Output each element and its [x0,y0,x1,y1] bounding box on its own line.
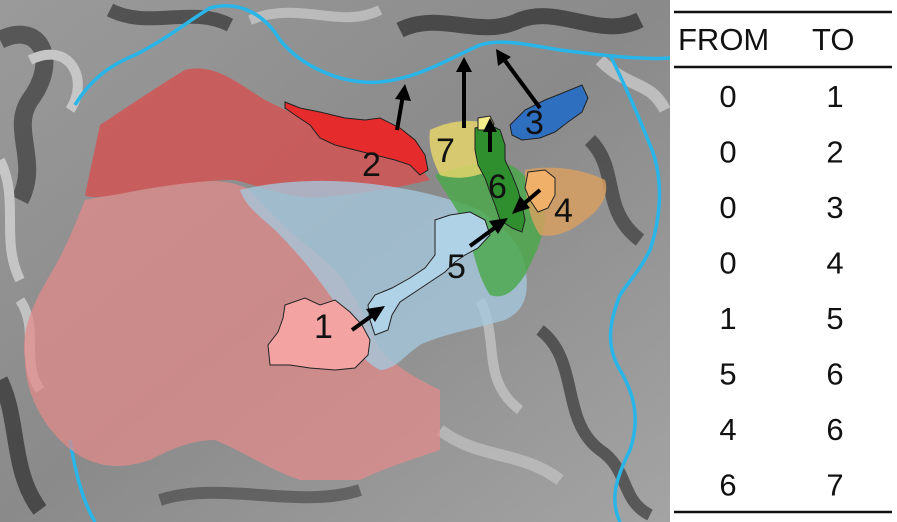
table-cell-to: 7 [826,468,843,503]
region-map: 1 2 3 4 5 6 7 [0,0,670,522]
region-label-5: 5 [447,248,466,286]
table-cell-to: 1 [826,79,843,114]
table-cell-from: 5 [719,357,736,392]
region-label-4: 4 [554,192,573,230]
table-body: 0 1 0 2 0 3 0 4 1 5 5 6 4 6 6 7 [719,79,843,503]
arrow-0-to-3 [501,56,542,110]
region-1 [267,297,371,371]
region-6 [474,124,526,233]
arrows [350,49,542,332]
arrow-0-to-2-head [395,84,411,101]
header-to: TO [812,22,855,57]
region-label-7: 7 [436,132,455,170]
region-label-3: 3 [525,104,544,142]
arrow-0-to-2 [395,94,405,131]
arrow-5-to-6-head [489,218,508,234]
arrow-0-to-6-head [483,118,497,132]
table-cell-from: 0 [719,79,736,114]
arrow-4-to-6-head [512,196,530,214]
table-cell-to: 2 [826,135,843,170]
table-cell-from: 4 [719,412,736,447]
table-cell-from: 6 [719,468,736,503]
header-from: FROM [678,22,769,57]
table-cell-to: 5 [826,301,843,336]
boundary-line-top [73,4,670,106]
arrow-6-to-7-head [456,57,472,72]
region-2 [284,101,429,176]
table-cell-from: 0 [719,190,736,225]
region-red-upper [85,68,430,198]
arrow-1-to-5-head [366,306,385,322]
table-cell-to: 3 [826,190,843,225]
table-cell-to: 4 [826,246,843,281]
arrow-0-to-3-head [496,49,511,66]
region-3 [509,84,589,141]
region-label-1: 1 [314,308,333,346]
table-cell-from: 1 [719,301,736,336]
region-0-large-pink [24,181,441,480]
transition-table: FROM TO 0 1 0 2 0 3 0 4 1 5 5 6 4 6 6 7 [672,0,897,522]
region-label-2: 2 [362,146,381,184]
region-label-6: 6 [488,168,507,206]
table-cell-to: 6 [826,357,843,392]
table-cell-from: 0 [719,135,736,170]
table-cell-to: 6 [826,412,843,447]
boundary-line-right [608,54,662,522]
table-cell-from: 0 [719,246,736,281]
